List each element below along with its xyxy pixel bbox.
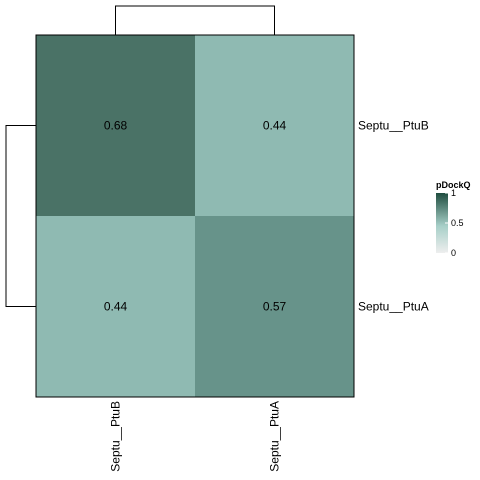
column-dendrogram [115, 5, 275, 35]
column-label: Septu__PtuB [109, 401, 123, 472]
row-label: Septu__PtuA [358, 300, 429, 314]
row-dendrogram [5, 125, 36, 307]
cell-value-label: 0.44 [104, 300, 128, 314]
heatmap-cells: 0.68 0.44 0.44 0.57 [36, 35, 354, 397]
cell-value-label: 0.57 [263, 300, 287, 314]
row-label: Septu__PtuB [358, 119, 429, 133]
heatmap-border [35, 34, 355, 398]
colorbar-gradient [436, 193, 448, 253]
column-labels: Septu__PtuB Septu__PtuA [109, 401, 282, 472]
row-labels: Septu__PtuB Septu__PtuA [358, 119, 429, 314]
colorbar-tick-label: 0 [451, 248, 456, 258]
row-dendrogram-branch [5, 125, 36, 307]
column-label: Septu__PtuA [268, 401, 282, 472]
cell-value-label: 0.44 [263, 119, 287, 133]
heatmap-cell [36, 216, 195, 397]
heatmap-cell [36, 35, 195, 216]
cell-value-label: 0.68 [104, 119, 128, 133]
heatmap-cell [195, 35, 354, 216]
colorbar-tick-label: 1 [451, 188, 456, 198]
colorbar-title: pDockQ [436, 180, 471, 190]
heatmap-cell [195, 216, 354, 397]
colorbar-tick-label: 0.5 [451, 218, 464, 228]
column-dendrogram-branch [115, 5, 275, 35]
